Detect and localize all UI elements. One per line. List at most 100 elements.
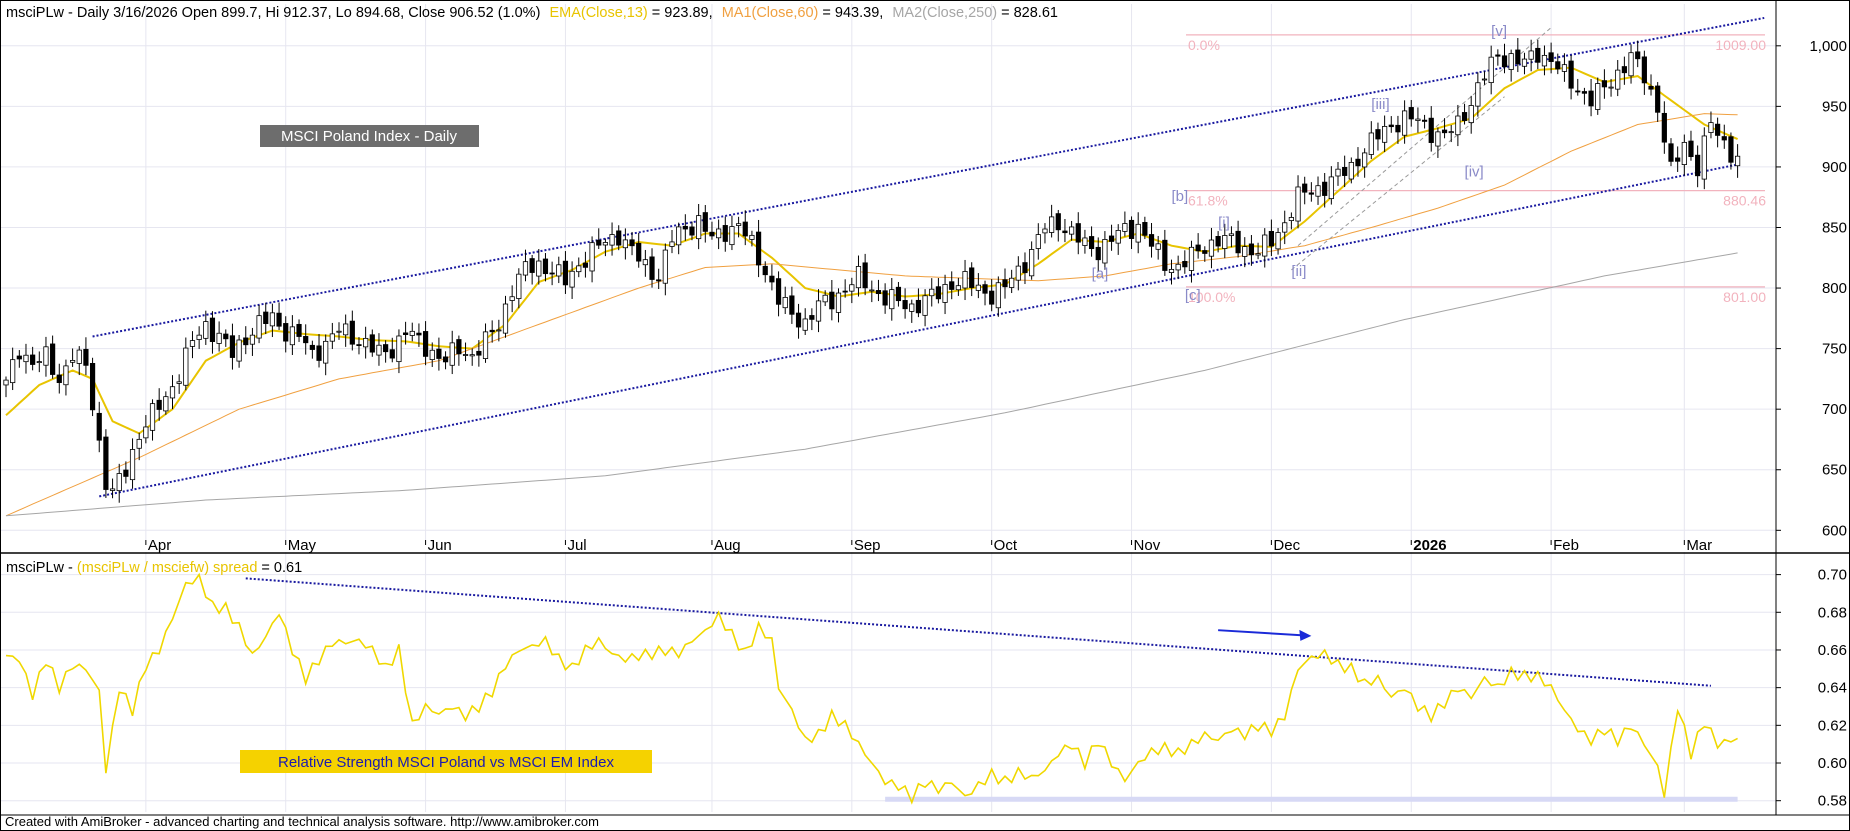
footer-credit: Created with AmiBroker - advanced charti… xyxy=(5,814,599,829)
candle-body xyxy=(1628,52,1634,77)
rs-header-prefix: msciPLw - xyxy=(6,560,77,576)
candle-body xyxy=(589,242,595,272)
candle-body xyxy=(1328,176,1334,200)
candle-body xyxy=(815,300,822,322)
candle-body xyxy=(1108,235,1115,242)
candle-body xyxy=(502,303,509,334)
price-panel: 0.0% 1009.00 61.8% 880.46 100.0% 801.00 [a] [b… xyxy=(0,4,1847,554)
candle-body xyxy=(136,438,142,449)
fib-level-price: 801.00 xyxy=(1723,289,1766,305)
candle-body xyxy=(629,239,635,247)
candle-body xyxy=(1322,181,1328,196)
candle-body xyxy=(256,315,262,339)
candle-body xyxy=(356,344,362,347)
candle-body xyxy=(176,381,182,384)
candle-body xyxy=(1102,239,1108,264)
candle-body xyxy=(409,330,415,336)
candle-body xyxy=(1548,52,1554,62)
candle-body xyxy=(1075,223,1081,243)
candle-body xyxy=(1168,268,1175,273)
candle-body xyxy=(829,291,835,310)
candle-body xyxy=(642,259,648,266)
candle-body xyxy=(909,303,915,312)
elliott-wave-label: [b] xyxy=(1172,188,1189,205)
date-tick-label: May xyxy=(288,537,317,554)
candle-body xyxy=(975,284,981,291)
date-tick-label: Sep xyxy=(854,537,881,554)
candle-body xyxy=(402,332,409,335)
candle-body xyxy=(1555,61,1561,70)
candle-body xyxy=(1288,217,1294,221)
index-title-bg xyxy=(260,125,479,147)
candle-body xyxy=(1521,58,1528,67)
ema-label: EMA(Close,13) xyxy=(549,5,647,21)
candle-body xyxy=(729,226,735,246)
rs-support-band xyxy=(885,796,1738,802)
fib-level-percent: 0.0% xyxy=(1188,37,1220,53)
candle-body xyxy=(656,279,662,282)
candle-body xyxy=(722,225,728,242)
price-tick-label: 700 xyxy=(1822,401,1847,418)
elliott-wave-label: [iv] xyxy=(1465,164,1484,181)
candle-body xyxy=(196,334,202,340)
elliott-wave-label: [i] xyxy=(1218,214,1230,231)
candle-body xyxy=(835,292,842,313)
candle-body xyxy=(1162,239,1168,271)
candle-body xyxy=(782,296,788,309)
rs-y-axis: 0.70 0.68 0.66 0.64 0.62 0.60 0.58 xyxy=(1776,567,1847,810)
candle-body xyxy=(889,289,895,310)
candle-body xyxy=(289,326,295,346)
ma1-label: MA1(Close,60) xyxy=(722,5,819,21)
rs-title-text: Relative Strength MSCI Poland vs MSCI EM… xyxy=(278,754,614,771)
candle-body xyxy=(482,331,489,359)
rs-arrow-shaft xyxy=(1218,629,1304,637)
candle-body xyxy=(1675,157,1681,162)
rs-header: msciPLw - (msciPLw / msciefw) spread = 0… xyxy=(6,560,302,576)
candle-body xyxy=(522,261,529,276)
candle-body xyxy=(123,469,129,477)
candle-body xyxy=(1495,54,1501,57)
candle-body xyxy=(43,346,49,366)
candle-body xyxy=(1688,140,1694,158)
candle-body xyxy=(802,318,808,331)
candle-body xyxy=(609,234,615,246)
candle-body xyxy=(1362,152,1368,168)
candle-body xyxy=(995,282,1001,309)
candle-body xyxy=(636,242,642,262)
candle-body xyxy=(1575,90,1581,93)
candle-body xyxy=(1175,263,1181,271)
candle-body xyxy=(536,260,542,277)
candle-body xyxy=(209,317,216,342)
candle-body xyxy=(982,284,988,294)
candle-body xyxy=(476,350,482,356)
elliott-wave-label: [ii] xyxy=(1291,263,1306,280)
candle-body xyxy=(1055,213,1061,231)
price-tick-label: 600 xyxy=(1822,522,1847,539)
candle-body xyxy=(1408,107,1414,120)
candle-body xyxy=(849,284,855,292)
fibonacci-levels: 0.0% 1009.00 61.8% 880.46 100.0% 801.00 xyxy=(1186,34,1766,305)
candle-body xyxy=(1508,53,1514,70)
candle-body xyxy=(396,335,402,363)
candle-body xyxy=(1222,235,1228,249)
candle-body xyxy=(442,356,449,363)
fib-level-percent: 61.8% xyxy=(1188,193,1228,209)
candle-body xyxy=(989,290,995,305)
candle-body xyxy=(1415,118,1421,121)
candle-body xyxy=(1148,234,1155,247)
candle-body xyxy=(229,335,236,358)
candle-body xyxy=(1275,232,1281,250)
candle-body xyxy=(1082,237,1088,246)
candle-body xyxy=(1382,126,1388,143)
candle-body xyxy=(1268,230,1274,247)
ma-line xyxy=(5,252,1738,517)
candle-body xyxy=(762,265,768,276)
candle-body xyxy=(842,290,848,293)
rs-annotations xyxy=(245,577,1738,802)
candle-body xyxy=(269,312,276,327)
rs-tick-label: 0.70 xyxy=(1818,567,1847,584)
trend-channel xyxy=(92,16,1765,498)
candle-body xyxy=(702,212,708,232)
price-y-axis: 1,000 950 900 850 800 750 700 650 600 xyxy=(1776,38,1847,539)
candle-body xyxy=(263,311,269,324)
